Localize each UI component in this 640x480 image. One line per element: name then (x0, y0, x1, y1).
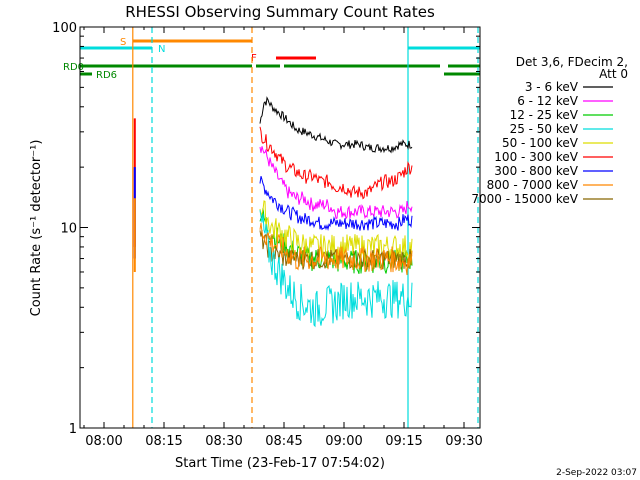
attenuator-markers (132, 27, 479, 428)
chart-title: RHESSI Observing Summary Count Rates (125, 3, 435, 21)
x-tick-label: 09:00 (325, 434, 362, 449)
flag-label: N (158, 44, 165, 55)
timestamp-footer: 2-Sep-2022 03:07 (556, 468, 637, 478)
series-line (259, 210, 413, 328)
flag-bars: S N F RD0 RD6 (63, 37, 480, 81)
y-axis-label: Count Rate (s⁻¹ detector⁻¹) (29, 140, 44, 317)
y-tick-label: 100 (52, 21, 77, 36)
legend-label: 25 - 50 keV (510, 122, 579, 136)
data-series (133, 96, 413, 328)
x-tick-label: 09:30 (445, 434, 482, 449)
y-tick-label: 10 (60, 222, 77, 237)
legend-header: Det 3,6, FDecim 2, (516, 55, 628, 69)
series-line (259, 176, 413, 231)
legend-label: 800 - 7000 keV (487, 178, 579, 192)
flag-label: RD0 (63, 62, 84, 73)
legend-label: 50 - 100 keV (502, 136, 579, 150)
x-tick-label: 08:15 (145, 434, 182, 449)
legend-label: 12 - 25 keV (510, 108, 579, 122)
x-tick-label: 08:45 (265, 434, 302, 449)
y-tick-label: 1 (69, 422, 77, 437)
flag-label: S (120, 37, 126, 48)
legend-label: 7000 - 15000 keV (471, 192, 578, 206)
legend-header: Att 0 (599, 67, 628, 81)
series-line (259, 126, 413, 200)
x-tick-label: 08:00 (85, 434, 122, 449)
x-axis-label: Start Time (23-Feb-17 07:54:02) (175, 456, 385, 471)
flag-label: F (251, 53, 257, 64)
x-tick-label: 09:15 (385, 434, 422, 449)
series-line (259, 146, 413, 220)
legend-label: 3 - 6 keV (525, 80, 579, 94)
legend-label: 100 - 300 keV (494, 150, 578, 164)
x-tick-label: 08:30 (205, 434, 242, 449)
series-line (259, 96, 413, 154)
flag-label: RD6 (96, 70, 117, 81)
series-line (259, 222, 413, 276)
legend-label: 6 - 12 keV (517, 94, 579, 108)
legend-label: 300 - 800 keV (494, 164, 578, 178)
axes: 08:00 08:15 08:30 08:45 09:00 09:15 09:30 1 10 10… (52, 21, 483, 449)
